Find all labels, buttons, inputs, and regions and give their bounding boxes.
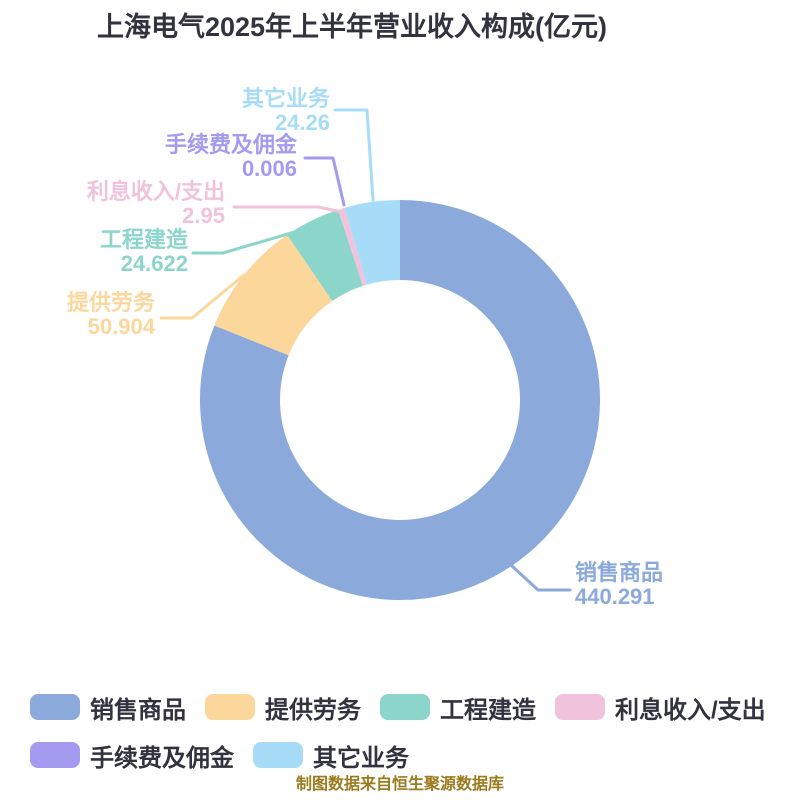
label-value: 440.291 [575,584,655,609]
legend-label: 其它业务 [313,744,409,772]
leader-line-commission [303,156,346,207]
leader-line-interest [232,205,344,214]
legend-label: 销售商品 [90,696,186,724]
leader-line-construction [191,224,317,255]
label-name: 销售商品 [575,560,664,585]
pie-slice-interest[interactable] [338,207,367,286]
leader-line-sales-of-goods [510,564,572,592]
watermark-caption: 制图数据来自恒生聚源数据库 [295,776,505,793]
label-value: 50.904 [87,314,155,339]
label-interest: 利息收入/支出 2.95 [87,180,225,228]
legend-item-other-business[interactable]: 其它业务 [253,742,409,772]
leader-line-other-business [333,108,375,202]
label-sales-of-goods: 销售商品 440.291 [575,561,663,609]
legend-swatch [205,694,255,720]
legend-swatch [555,694,605,720]
label-name: 其它业务 [241,86,330,111]
legend-swatch [30,742,80,768]
label-name: 利息收入/支出 [86,179,225,204]
legend-label: 手续费及佣金 [90,744,234,772]
label-other-business: 其它业务 24.26 [242,87,330,135]
legend-label: 工程建造 [440,696,536,724]
legend-label: 利息收入/支出 [615,696,766,724]
legend-item-sales-of-goods[interactable]: 销售商品 [30,694,186,724]
legend-swatch [30,694,80,720]
legend-item-interest[interactable]: 利息收入/支出 [555,694,766,724]
label-value: 0.006 [241,156,297,181]
pie-slice-services[interactable] [214,234,333,356]
label-value: 24.26 [274,110,330,135]
pie-slice-commission[interactable] [344,207,367,285]
legend-label: 提供劳务 [265,696,361,724]
leader-line-services [159,273,246,320]
pie-slice-other-business[interactable] [344,200,400,285]
legend-item-commission[interactable]: 手续费及佣金 [30,742,234,772]
legend-swatch [253,742,303,768]
label-name: 工程建造 [99,227,188,252]
label-value: 2.95 [182,203,225,228]
label-name: 提供劳务 [66,290,155,315]
pie-slice-construction[interactable] [287,209,363,301]
pie-slice-sales-of-goods[interactable] [199,200,601,600]
legend-item-construction[interactable]: 工程建造 [380,694,536,724]
label-name: 手续费及佣金 [164,132,297,157]
label-services: 提供劳务 50.904 [67,291,155,339]
label-value: 24.622 [120,251,188,276]
legend-swatch [380,694,430,720]
label-construction: 工程建造 24.622 [100,228,188,276]
chart-title: 上海电气2025年上半年营业收入构成(亿元) [96,12,608,42]
legend-item-services[interactable]: 提供劳务 [205,694,361,724]
label-commission: 手续费及佣金 0.006 [165,133,297,181]
